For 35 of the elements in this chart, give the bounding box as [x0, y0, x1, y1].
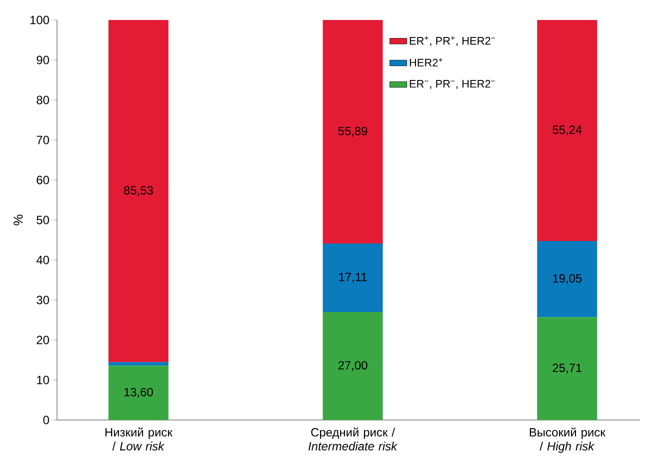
y-tick-label: 10	[37, 376, 50, 384]
bar	[322, 312, 383, 420]
y-tick-label: 20	[36, 336, 50, 344]
bar	[108, 366, 168, 420]
data-label: 25,71	[552, 364, 582, 374]
data-label: 55,24	[552, 126, 582, 136]
legend-label: HER2$^{+}$	[410, 58, 442, 66]
data-label: 27,00	[338, 361, 368, 371]
data-label: 13,60	[124, 388, 153, 398]
bar	[108, 362, 168, 366]
bar	[537, 240, 598, 318]
bar	[537, 317, 598, 420]
x-tick-label: Высокий риск / High risk	[530, 428, 606, 453]
x-tick-label: Низкий риск / Low risk	[105, 428, 172, 450]
bar	[537, 20, 598, 241]
y-tick-label: 70	[36, 136, 50, 144]
legend-label: ER$^{+}$, PR$^{+}$, HER2$^{−}$	[410, 36, 495, 46]
data-label: 17,11	[339, 272, 367, 283]
data-label: 19,05	[553, 274, 582, 284]
bar	[108, 20, 168, 362]
y-tick-label: 50	[36, 216, 50, 224]
data-label: 85,53	[124, 186, 153, 196]
y-tick-label: 80	[36, 96, 50, 104]
bar	[322, 20, 383, 244]
y-tick-label: 30	[36, 296, 50, 304]
y-axis-title: %	[14, 214, 23, 226]
y-tick-label: 90	[36, 56, 50, 64]
legend-label: ER$^{−}$, PR$^{−}$, HER2$^{−}$	[410, 80, 495, 89]
y-tick-label: 40	[36, 256, 50, 264]
bar	[322, 244, 383, 312]
y-tick-label: 0	[43, 416, 50, 424]
y-tick-label: 100	[30, 16, 50, 24]
y-tick-label: 60	[36, 176, 50, 184]
x-tick-label: Средний риск / Intermediate risk	[308, 428, 398, 450]
data-label: 55,89	[338, 126, 368, 137]
